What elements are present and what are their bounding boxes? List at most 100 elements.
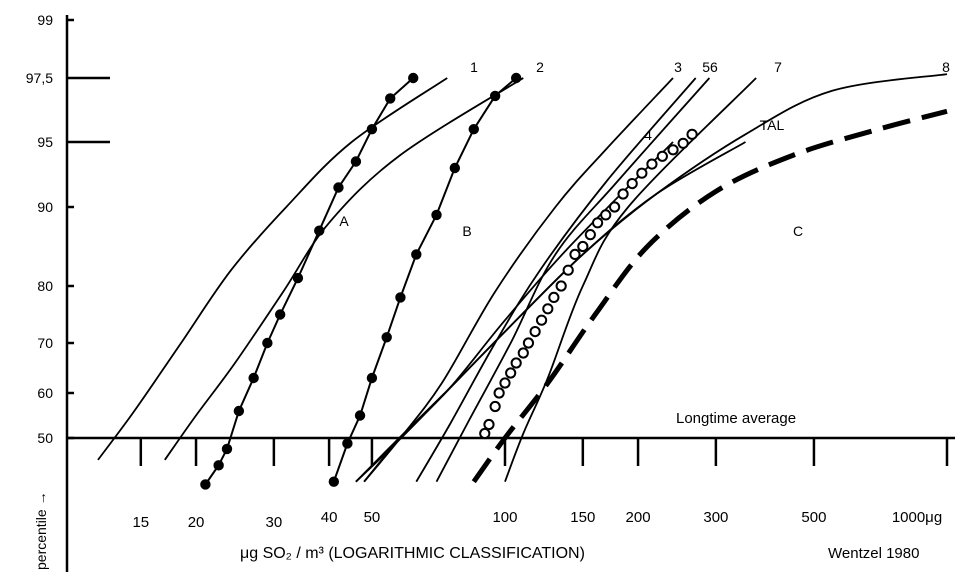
- series-a-point: [221, 443, 233, 455]
- series-6-line: [435, 77, 711, 483]
- longtime-average-point: [667, 144, 679, 156]
- y-tick-label: 97,5: [26, 70, 53, 86]
- series-a-point: [292, 272, 304, 284]
- x-tick-label: 30: [266, 514, 283, 531]
- longtime-average-point: [529, 326, 541, 338]
- longtime-average-point: [677, 137, 689, 149]
- longtime-average-point: [626, 178, 638, 190]
- series-a-line: [204, 77, 414, 486]
- series-b-point: [468, 124, 479, 135]
- series-b-point: [342, 438, 353, 449]
- series-1-line: [97, 77, 448, 461]
- longtime-average-point: [479, 427, 491, 440]
- longtime-average-point: [548, 291, 560, 303]
- curve-label: B: [462, 223, 471, 239]
- x-tick-label: 200: [626, 509, 651, 526]
- series-a-point: [262, 337, 273, 349]
- longtime-average-point: [555, 280, 567, 292]
- y-axis-title: percentile →: [33, 491, 49, 570]
- x-tick-label: 100: [492, 509, 517, 526]
- longtime-average-point: [577, 240, 589, 253]
- axes: [65, 15, 955, 572]
- series-a-point: [314, 225, 325, 236]
- curve-label: 4: [644, 127, 652, 143]
- y-tick-label: 99: [37, 12, 53, 28]
- longtime-average-point: [517, 347, 529, 359]
- longtime-average-point: [646, 158, 658, 170]
- x-tick-label: 500: [801, 509, 826, 526]
- longtime-average-point: [569, 248, 581, 260]
- series-a-point: [213, 460, 224, 471]
- longtime-average-point: [493, 387, 505, 399]
- series-b-point: [489, 90, 501, 102]
- curve-label: C: [793, 223, 803, 239]
- longtime-average-point: [636, 167, 648, 179]
- longtime-average-point: [542, 303, 554, 315]
- longtime-average-point: [489, 400, 501, 413]
- series-a-point: [248, 372, 259, 384]
- x-tick-label: 150: [570, 509, 595, 526]
- y-tick-label: 60: [37, 385, 53, 401]
- series-b-point: [411, 249, 422, 260]
- series-7-line: [504, 77, 757, 483]
- credit-label: Wentzel 1980: [828, 545, 919, 562]
- longtime-average-point: [505, 367, 517, 379]
- longtime-average-point: [510, 357, 522, 369]
- series-b-point: [366, 372, 378, 384]
- series-a-point: [274, 309, 286, 320]
- longtime-average-point: [562, 264, 574, 276]
- longtime-average-point: [483, 418, 495, 431]
- y-tick-label: 80: [37, 278, 53, 294]
- curves: [97, 72, 948, 490]
- longtime-average-point: [617, 188, 629, 200]
- y-tick-label: 90: [37, 199, 53, 215]
- longtime-average-point: [686, 128, 698, 140]
- longtime-average-point: [608, 201, 621, 213]
- longtime-average-point: [656, 150, 668, 162]
- x-tick-label: 20: [188, 514, 205, 531]
- series-2-line: [164, 77, 524, 461]
- series-tal-line: [355, 141, 746, 483]
- x-tick-label: 50: [364, 509, 381, 526]
- longtime-average-point: [591, 217, 604, 229]
- series-a-point: [408, 72, 419, 84]
- series-a-point: [350, 156, 362, 167]
- longtime-average-point: [584, 229, 596, 241]
- series-a-point: [385, 93, 396, 104]
- longtime-average-point: [535, 314, 548, 326]
- curve-label: TAL: [760, 117, 785, 133]
- longtime-average-point: [499, 377, 511, 389]
- curve-label: 1: [470, 59, 478, 75]
- annotation-label: Longtime average: [676, 410, 796, 427]
- series-b-point: [395, 292, 406, 303]
- series-a-point: [200, 479, 211, 490]
- y-tick-label: 50: [37, 430, 53, 446]
- longtime-average-point: [600, 209, 612, 221]
- x-tick-label: 1000μg: [892, 509, 942, 526]
- series-b-point: [449, 162, 461, 174]
- labels: μg SO₂ / m³ (LOGARITHMIC CLASSIFICATION)…: [26, 12, 950, 570]
- series-a-point: [233, 405, 245, 417]
- series-b-point: [510, 72, 522, 84]
- x-tick-label: 300: [703, 509, 728, 526]
- curve-label: 7: [774, 59, 782, 75]
- curve-label: 3: [674, 59, 682, 75]
- curve-label: A: [339, 213, 349, 229]
- series-a-point: [366, 124, 378, 135]
- y-tick-label: 70: [37, 335, 53, 351]
- series-c-line: [471, 108, 948, 484]
- series-b-point: [328, 476, 340, 487]
- series-b-point: [354, 410, 366, 421]
- series-b-point: [381, 332, 392, 343]
- x-tick-label: 40: [321, 509, 338, 526]
- series-3-line: [363, 77, 674, 483]
- longtime-average-point: [522, 337, 535, 349]
- curve-label: 2: [536, 59, 544, 75]
- series-a-point: [333, 182, 344, 193]
- series-b-point: [431, 209, 442, 221]
- series-5-line: [415, 77, 697, 483]
- y-tick-label: 95: [37, 134, 53, 150]
- x-axis-title: μg SO₂ / m³ (LOGARITHMIC CLASSIFICATION): [240, 545, 585, 562]
- curve-label: 8: [942, 59, 950, 75]
